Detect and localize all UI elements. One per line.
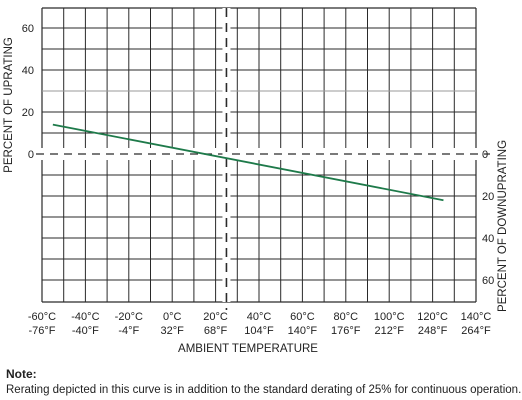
left-y-tick-label: 0	[28, 149, 34, 161]
x-tick-label-celsius: 20°C	[203, 311, 228, 323]
x-tick-label-fahrenheit: 264°F	[461, 325, 491, 337]
x-tick-label-celsius: -40°C	[71, 311, 99, 323]
derating-curve	[52, 123, 444, 202]
x-tick-label-celsius: 60°C	[290, 311, 315, 323]
x-tick-label-fahrenheit: -40°F	[72, 325, 99, 337]
vertical-reference-band	[222, 8, 231, 302]
x-tick-label-fahrenheit: 212°F	[374, 325, 404, 337]
x-tick-label-celsius: 0°C	[163, 311, 182, 323]
x-axis-label: AMBIENT TEMPERATURE	[178, 343, 318, 355]
right-y-tick-label: 0	[482, 149, 488, 161]
left-y-tick-label: 60	[22, 23, 34, 35]
right-y-tick-label: 60	[482, 275, 494, 287]
x-tick-label-fahrenheit: -76°F	[28, 325, 55, 337]
x-tick-label-fahrenheit: 104°F	[244, 325, 274, 337]
x-tick-label-fahrenheit: 32°F	[161, 325, 185, 337]
right-y-tick-label: 20	[482, 191, 494, 203]
right-y-axis-label: PERCENT OF DOWNUPRATING	[497, 140, 509, 312]
x-tick-label-fahrenheit: 140°F	[288, 325, 318, 337]
x-tick-label-fahrenheit: 176°F	[331, 325, 361, 337]
x-tick-label-fahrenheit: 68°F	[204, 325, 228, 337]
left-y-axis-label: PERCENT OF UPRATING	[3, 37, 15, 173]
series-group	[52, 123, 444, 202]
x-tick-label-celsius: 80°C	[334, 311, 359, 323]
x-tick-label-celsius: 40°C	[247, 311, 272, 323]
x-tick-label-celsius: -20°C	[115, 311, 143, 323]
x-tick-label-celsius: 120°C	[417, 311, 448, 323]
tick-labels: 60 40 20 0 0 20 40 60 -60°C -76°F -40°C -40°F -20°C -…	[22, 23, 495, 337]
x-tick-label-celsius: 100°C	[374, 311, 405, 323]
left-y-tick-label: 20	[22, 107, 34, 119]
note-text: Rerating depicted in this curve is in ad…	[6, 384, 522, 396]
note-title: Note:	[6, 367, 37, 381]
x-tick-label-celsius: -60°C	[28, 311, 56, 323]
x-tick-label-fahrenheit: 248°F	[418, 325, 448, 337]
right-y-tick-label: 40	[482, 233, 494, 245]
x-tick-label-celsius: 140°C	[461, 311, 492, 323]
reference-lines	[36, 8, 492, 310]
x-tick-label-fahrenheit: -4°F	[118, 325, 139, 337]
left-y-tick-label: 40	[22, 65, 34, 77]
